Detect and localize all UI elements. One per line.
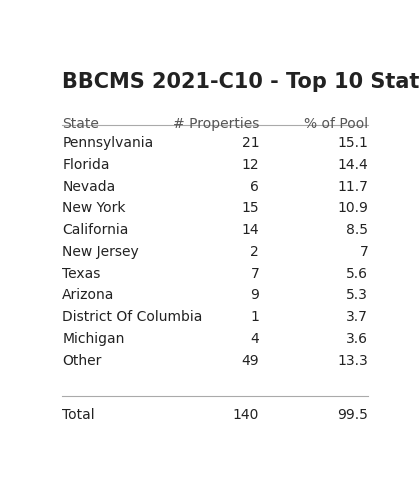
Text: 5.3: 5.3 (346, 288, 368, 302)
Text: Other: Other (62, 354, 102, 368)
Text: 3.7: 3.7 (346, 310, 368, 324)
Text: Nevada: Nevada (62, 180, 116, 193)
Text: Pennsylvania: Pennsylvania (62, 136, 154, 150)
Text: Michigan: Michigan (62, 332, 125, 346)
Text: 14: 14 (241, 223, 259, 237)
Text: 9: 9 (250, 288, 259, 302)
Text: 2: 2 (250, 245, 259, 259)
Text: 140: 140 (233, 408, 259, 422)
Text: 3.6: 3.6 (346, 332, 368, 346)
Text: 4: 4 (250, 332, 259, 346)
Text: Texas: Texas (62, 266, 101, 281)
Text: 13.3: 13.3 (338, 354, 368, 368)
Text: Total: Total (62, 408, 95, 422)
Text: 15: 15 (241, 201, 259, 215)
Text: 14.4: 14.4 (338, 158, 368, 172)
Text: California: California (62, 223, 129, 237)
Text: 11.7: 11.7 (337, 180, 368, 193)
Text: 10.9: 10.9 (337, 201, 368, 215)
Text: # Properties: # Properties (173, 116, 259, 131)
Text: 7: 7 (250, 266, 259, 281)
Text: 49: 49 (241, 354, 259, 368)
Text: 12: 12 (241, 158, 259, 172)
Text: 8.5: 8.5 (346, 223, 368, 237)
Text: 1: 1 (250, 310, 259, 324)
Text: % of Pool: % of Pool (304, 116, 368, 131)
Text: 7: 7 (360, 245, 368, 259)
Text: 5.6: 5.6 (346, 266, 368, 281)
Text: 99.5: 99.5 (337, 408, 368, 422)
Text: BBCMS 2021-C10 - Top 10 States: BBCMS 2021-C10 - Top 10 States (62, 72, 420, 92)
Text: Florida: Florida (62, 158, 110, 172)
Text: 6: 6 (250, 180, 259, 193)
Text: New York: New York (62, 201, 126, 215)
Text: District Of Columbia: District Of Columbia (62, 310, 202, 324)
Text: State: State (62, 116, 99, 131)
Text: 15.1: 15.1 (337, 136, 368, 150)
Text: New Jersey: New Jersey (62, 245, 139, 259)
Text: Arizona: Arizona (62, 288, 115, 302)
Text: 21: 21 (241, 136, 259, 150)
